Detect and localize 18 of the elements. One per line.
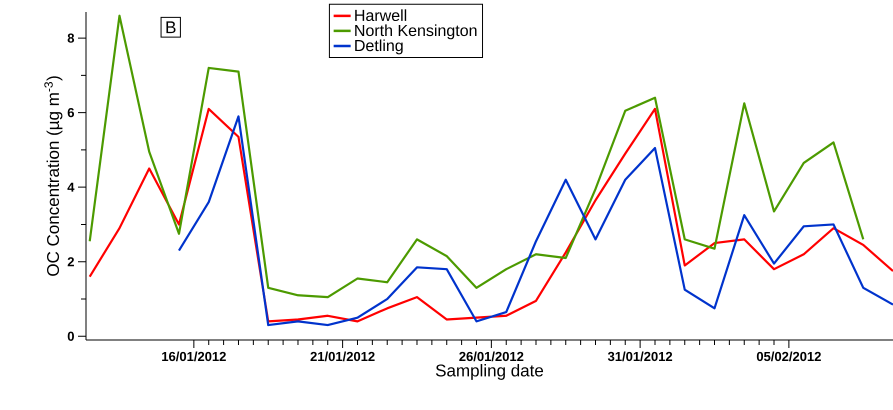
y-tick-label: 8: [68, 33, 74, 43]
legend-label: North Kensington: [355, 24, 476, 40]
x-tick-label: 05/02/2012: [756, 352, 821, 362]
y-tick-label: 2: [68, 257, 74, 266]
y-tick-label: 4: [67, 182, 74, 192]
line-series: [178, 115, 893, 326]
y-tick-label: 6: [68, 108, 74, 118]
annotation: B: [166, 21, 176, 34]
x-tick-label: 26/01/2012: [459, 352, 524, 362]
x-tick-label: 21/01/2012: [310, 352, 375, 362]
x-tick-label: 16/01/2012: [162, 352, 226, 362]
y-tick-label: 0: [68, 332, 74, 341]
x-tick-label: 31/01/2012: [608, 352, 672, 362]
legend-label: Harwell: [355, 9, 406, 22]
legend-label: Detling: [355, 39, 403, 54]
x-axis-title: Sampling date: [436, 364, 544, 380]
line-series: [88, 108, 893, 322]
y-axis-title: OC Concentration (µg m$^{-3}$): [44, 76, 62, 276]
